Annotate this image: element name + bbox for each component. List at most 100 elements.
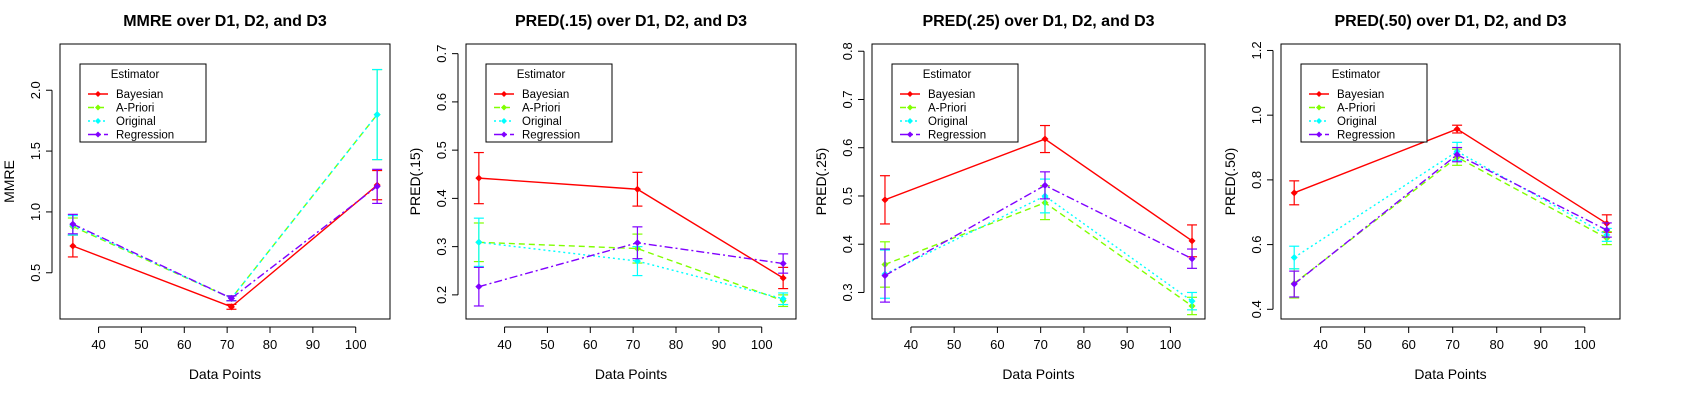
legend-swatch-marker — [907, 118, 913, 124]
series-a-priori — [1289, 148, 1612, 299]
data-point — [1290, 189, 1298, 197]
legend-swatch-marker — [95, 118, 101, 124]
y-tick-label: 0.3 — [840, 283, 855, 301]
x-tick-label: 70 — [220, 337, 234, 352]
series-regression — [1289, 146, 1612, 298]
legend-box — [1300, 63, 1428, 143]
data-point — [1188, 237, 1196, 245]
y-axis-label: MMRE — [1, 160, 17, 203]
data-point — [69, 220, 77, 228]
chart-panel-3: PRED(.25) over D1, D2, and D3 40 50 60 70 80 9… — [813, 13, 1206, 382]
chart-panel-2: PRED(.15) over D1, D2, and D3 40 50 60 70 80 9… — [407, 13, 797, 382]
y-tick-label: 1.2 — [1249, 41, 1264, 59]
y-axis-label: PRED(.50) — [1222, 148, 1238, 216]
data-point — [1041, 135, 1049, 143]
legend-title: Estimator — [923, 69, 972, 81]
legend-box — [485, 63, 613, 143]
x-axis-label: Data Points — [595, 366, 667, 382]
x-tick-label: 90 — [1534, 337, 1548, 352]
data-point — [1188, 297, 1196, 305]
data-point — [373, 111, 381, 119]
x-tick-label: 90 — [306, 337, 320, 352]
data-point — [633, 257, 641, 265]
y-tick-label: 0.8 — [1249, 171, 1264, 189]
x-tick-label: 100 — [1160, 337, 1182, 352]
y-tick-label: 0.6 — [434, 93, 449, 111]
y-axis-label: PRED(.25) — [813, 148, 829, 216]
x-tick-label: 60 — [990, 337, 1004, 352]
series-line — [884, 201, 1193, 307]
legend-entry: Regression — [522, 130, 580, 142]
chart-panel-4: PRED(.50) over D1, D2, and D3 40 50 60 70 80 9… — [1222, 13, 1621, 382]
legend-entry: A-Priori — [522, 103, 560, 115]
x-tick-label: 40 — [497, 337, 511, 352]
data-point — [633, 185, 641, 193]
legend-entry: Original — [116, 116, 156, 128]
series-bayesian — [879, 124, 1198, 258]
legend-swatch-marker — [95, 131, 101, 138]
y-tick-label: 0.2 — [434, 286, 449, 304]
x-tick-label: 90 — [1120, 337, 1134, 352]
legend-swatch-marker — [1316, 131, 1322, 138]
legend-swatch-marker — [907, 131, 913, 138]
legend-entry: Original — [522, 116, 562, 128]
legend-entry: A-Priori — [928, 103, 966, 115]
data-point — [1290, 254, 1298, 262]
legend-swatch-marker — [95, 104, 101, 111]
y-tick-label: 0.5 — [28, 264, 43, 282]
y-tick-label: 0.5 — [840, 187, 855, 205]
x-tick-label: 100 — [345, 337, 367, 352]
x-tick-label: 40 — [904, 337, 918, 352]
x-tick-label: 80 — [263, 337, 277, 352]
series-a-priori — [879, 185, 1198, 316]
x-tick-label: 60 — [177, 337, 191, 352]
plot-frame — [465, 43, 797, 320]
y-tick-label: 0.5 — [434, 141, 449, 159]
y-axis-label: PRED(.15) — [407, 148, 423, 216]
x-tick-label: 60 — [583, 337, 597, 352]
data-point — [373, 182, 381, 190]
y-tick-label: 0.8 — [840, 42, 855, 60]
legend-entry: Regression — [116, 130, 174, 142]
x-axis-label: Data Points — [1414, 366, 1486, 382]
legend-title: Estimator — [1332, 69, 1381, 81]
series-regression — [473, 226, 789, 307]
x-tick-label: 60 — [1401, 337, 1415, 352]
data-point — [779, 274, 787, 282]
chart-title: MMRE over D1, D2, and D3 — [123, 13, 327, 30]
x-axis-label: Data Points — [189, 366, 261, 382]
series-regression — [879, 171, 1198, 303]
plot-frame — [871, 43, 1206, 320]
series-bayesian — [473, 151, 789, 290]
x-tick-label: 50 — [134, 337, 148, 352]
data-point — [475, 283, 483, 291]
x-tick-label: 70 — [1445, 337, 1459, 352]
data-point — [1041, 181, 1049, 189]
data-point — [633, 239, 641, 247]
series-line — [478, 242, 784, 288]
data-point — [779, 295, 787, 303]
y-tick-label: 0.3 — [434, 238, 449, 256]
series-line — [1293, 128, 1608, 225]
legend-entry: Original — [928, 116, 968, 128]
y-tick-label: 1.0 — [28, 203, 43, 221]
series-line — [72, 185, 378, 300]
legend-swatch-marker — [1316, 104, 1322, 111]
data-point — [227, 303, 235, 311]
legend-box — [891, 63, 1019, 143]
legend-swatch-marker — [501, 91, 507, 97]
series-a-priori — [473, 222, 789, 308]
legend-entry: Regression — [1337, 130, 1395, 142]
series-regression — [67, 168, 383, 302]
x-tick-label: 100 — [751, 337, 773, 352]
legend-entry: A-Priori — [1337, 103, 1375, 115]
series-line — [884, 138, 1193, 242]
y-tick-label: 0.4 — [1249, 300, 1264, 318]
x-tick-label: 90 — [712, 337, 726, 352]
series-line — [478, 241, 784, 302]
series-line — [1293, 150, 1608, 259]
x-tick-label: 80 — [1489, 337, 1503, 352]
data-point — [1188, 255, 1196, 263]
data-point — [1290, 280, 1298, 288]
